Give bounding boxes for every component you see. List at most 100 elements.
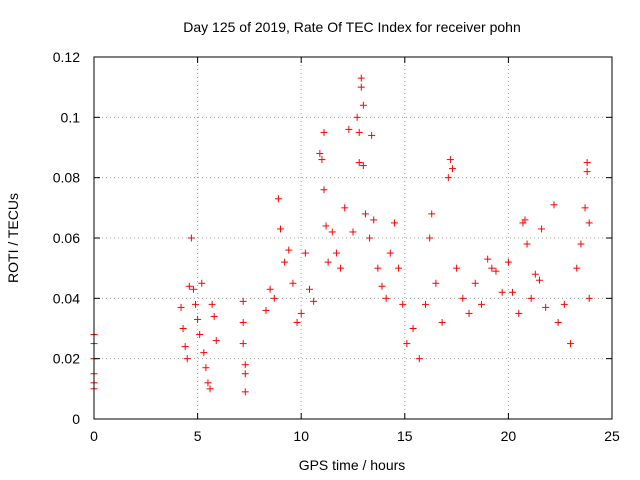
data-point	[332, 249, 340, 257]
data-point	[297, 309, 305, 317]
data-point	[567, 340, 575, 348]
data-point	[535, 276, 543, 284]
y-axis-label: ROTI / TECUs	[5, 193, 21, 283]
data-point	[337, 264, 345, 272]
data-point	[560, 300, 568, 308]
data-point	[357, 83, 365, 91]
data-point	[239, 318, 247, 326]
data-point	[415, 355, 423, 363]
data-point	[554, 318, 562, 326]
data-point	[471, 279, 479, 287]
data-point	[210, 312, 218, 320]
data-point	[426, 234, 434, 242]
data-point	[189, 285, 197, 293]
data-point	[239, 340, 247, 348]
data-point	[386, 249, 394, 257]
data-point	[241, 370, 249, 378]
data-point	[390, 219, 398, 227]
data-point	[179, 325, 187, 332]
data-point	[357, 74, 365, 82]
data-point	[484, 255, 492, 263]
data-point	[498, 288, 506, 296]
chart-title: Day 125 of 2019, Rate Of TEC Index for r…	[183, 19, 520, 35]
data-point	[399, 300, 407, 308]
data-point	[409, 325, 417, 332]
data-point	[432, 279, 440, 287]
data-point	[320, 186, 328, 194]
data-point	[521, 216, 529, 224]
data-point	[422, 300, 430, 308]
data-point	[573, 264, 581, 272]
data-point	[274, 195, 282, 203]
data-point	[583, 168, 591, 176]
x-tick-labels: 0 5 10 15 20 25	[90, 428, 620, 444]
data-point	[241, 388, 249, 396]
data-point	[310, 297, 318, 305]
data-point	[181, 343, 189, 351]
data-point	[382, 294, 390, 302]
data-point	[208, 300, 216, 308]
x-tick-label: 10	[293, 428, 309, 444]
data-point	[366, 234, 374, 242]
data-point	[446, 156, 454, 164]
data-point	[198, 279, 206, 287]
data-point	[187, 234, 195, 242]
data-point	[185, 282, 193, 290]
data-point	[196, 331, 204, 339]
data-point	[395, 264, 403, 272]
data-point	[403, 340, 411, 348]
data-point	[289, 279, 297, 287]
data-point	[523, 240, 531, 248]
data-point	[550, 201, 558, 209]
y-tick-label: 0	[72, 411, 80, 427]
data-point	[349, 228, 357, 236]
data-point	[281, 258, 289, 266]
data-point	[192, 300, 200, 308]
data-point	[212, 337, 220, 345]
data-point	[488, 264, 496, 272]
data-point	[316, 150, 324, 158]
data-point	[276, 225, 284, 233]
y-tick-label: 0.02	[53, 351, 80, 367]
data-point	[465, 309, 473, 317]
y-tick-label: 0.1	[61, 109, 81, 125]
data-point	[504, 258, 512, 266]
data-point	[345, 125, 353, 133]
data-point	[359, 101, 367, 109]
axis-ticks	[93, 56, 613, 420]
data-point	[305, 285, 313, 293]
data-point	[301, 249, 309, 257]
data-point	[262, 306, 270, 314]
data-point	[542, 303, 550, 311]
data-point	[239, 297, 247, 305]
x-tick-label: 20	[501, 428, 517, 444]
data-point	[355, 128, 363, 136]
data-point	[448, 165, 456, 173]
data-point	[318, 156, 326, 164]
y-tick-label: 0.06	[53, 230, 80, 246]
data-point	[378, 282, 386, 290]
data-point	[285, 246, 293, 254]
data-point	[266, 285, 274, 293]
data-point	[328, 228, 336, 236]
data-point	[204, 379, 212, 387]
data-point	[320, 128, 328, 136]
data-point	[459, 294, 467, 302]
data-point	[585, 294, 593, 302]
y-tick-label: 0.04	[53, 290, 80, 306]
data-point	[241, 361, 249, 369]
data-point	[361, 210, 369, 218]
data-point	[370, 216, 378, 224]
data-point	[359, 162, 367, 170]
data-point	[538, 225, 546, 233]
data-point	[200, 349, 208, 357]
x-tick-label: 5	[194, 428, 202, 444]
data-point	[202, 364, 210, 372]
x-tick-label: 25	[604, 428, 620, 444]
y-tick-label: 0.08	[53, 170, 80, 186]
data-point	[355, 159, 363, 167]
data-point	[194, 315, 202, 323]
data-point	[577, 240, 585, 248]
